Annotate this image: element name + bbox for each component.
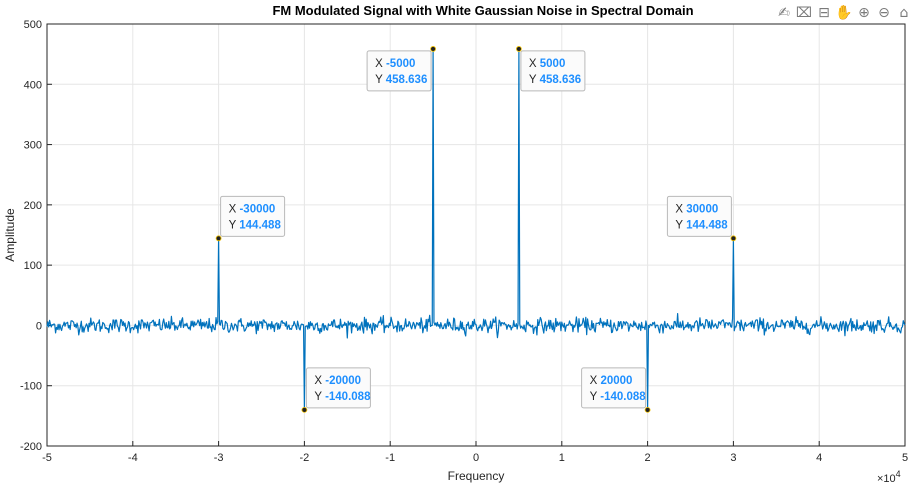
datatip-y-value: 458.636 — [540, 74, 582, 86]
x-exponent-power: 4 — [896, 469, 901, 479]
datatip-y: Y 458.636 — [375, 74, 427, 86]
grid-lines — [46, 23, 906, 447]
pan-hand-icon[interactable]: ✋ — [835, 5, 853, 21]
y-axis-label: Amplitude — [3, 208, 17, 262]
y-tick-label: 200 — [24, 200, 42, 212]
datatip-x-key: X — [590, 375, 601, 387]
x-tick-label: -5 — [42, 452, 52, 464]
datatip-marker — [215, 235, 222, 242]
x-tick-label: 3 — [730, 452, 736, 464]
datatip-x-value: -30000 — [239, 203, 275, 215]
datatip-marker — [644, 406, 651, 413]
datatip-x-key: X — [229, 203, 240, 215]
x-tick-label: -3 — [214, 452, 224, 464]
y-axis-ticks: -200 -100 0 100 200 300 400 500 — [20, 19, 52, 453]
x-tick-label: 1 — [559, 452, 565, 464]
y-tick-label: 300 — [24, 140, 42, 152]
x-tick-label: 4 — [816, 452, 822, 464]
home-icon[interactable]: ⌂ — [899, 5, 909, 21]
y-tick-label: 500 — [24, 19, 42, 31]
x-tick-label: 5 — [902, 452, 908, 464]
y-tick-label: 400 — [24, 79, 42, 91]
signal-line — [46, 48, 906, 411]
datatip-x-value: -5000 — [386, 58, 415, 70]
x-tick-label: -2 — [300, 452, 310, 464]
datatip-y-key: Y — [314, 391, 325, 403]
datatip-y-key: Y — [529, 74, 540, 86]
datatip-box — [305, 367, 371, 409]
datatip-x: X -5000 — [375, 58, 415, 70]
datatip-y-key: Y — [229, 219, 240, 231]
data-cursor-icon[interactable]: ⊟ — [818, 5, 830, 21]
x-axis-ticks: -5 -4 -3 -2 -1 0 1 2 3 4 5 — [42, 441, 908, 464]
x-axis-exponent: ×104 — [877, 469, 901, 485]
x-axis-label: Frequency — [448, 469, 505, 483]
datatip-box — [520, 50, 586, 92]
datatip-marker — [516, 46, 522, 52]
x-tick-label: -1 — [385, 452, 395, 464]
datatip-box — [581, 367, 647, 409]
datatip-y-key: Y — [675, 219, 686, 231]
datatip-x-key: X — [314, 375, 325, 387]
y-tick-label: 100 — [24, 260, 42, 272]
datatip[interactable]: X -30000 Y 144.488 — [215, 195, 286, 242]
datatip-y: Y 144.488 — [675, 219, 728, 231]
brush-icon[interactable]: ⌧ — [795, 5, 813, 21]
zoom-in-icon[interactable]: ⊕ — [858, 5, 870, 21]
datatip-y-key: Y — [590, 391, 601, 403]
datatip-x-key: X — [375, 58, 386, 70]
datatip-y-key: Y — [375, 74, 386, 86]
x-tick-label: 0 — [473, 452, 479, 464]
datatip[interactable]: X 20000 Y -140.088 — [581, 367, 651, 413]
x-tick-label: -4 — [128, 452, 138, 464]
datatip-x: X 30000 — [675, 203, 718, 215]
datatip-x: X -30000 — [229, 203, 276, 215]
zoom-out-icon[interactable]: ⊖ — [878, 5, 890, 21]
datatip-box — [220, 195, 286, 237]
datatip-marker — [730, 235, 737, 242]
datatip-x-value: 20000 — [600, 375, 632, 387]
datatip-x-value: 5000 — [540, 58, 566, 70]
datatip-icon[interactable]: ✍ — [778, 5, 790, 21]
x-tick-label: 2 — [645, 452, 651, 464]
datatip-x-key: X — [529, 58, 540, 70]
datatip-y-value: 144.488 — [239, 219, 281, 231]
axes-toolbar: ✍ ⌧ ⊟ ✋ ⊕ ⊖ ⌂ — [775, 3, 913, 23]
datatip-marker — [301, 406, 308, 413]
datatip-x-value: -20000 — [325, 375, 361, 387]
datatip-y-value: -140.088 — [325, 391, 371, 403]
datatip-x: X -20000 — [314, 375, 361, 387]
x-exponent-base: ×10 — [877, 473, 896, 485]
y-tick-label: 0 — [36, 320, 42, 332]
datatip-y: Y 458.636 — [529, 74, 581, 86]
datatip-box — [666, 195, 732, 237]
y-tick-label: -200 — [20, 441, 42, 453]
datatip-y: Y 144.488 — [229, 219, 282, 231]
datatip-y: Y -140.088 — [314, 391, 371, 403]
datatip-x: X 5000 — [529, 58, 565, 70]
datatip-y-value: 144.488 — [686, 219, 728, 231]
datatip-marker — [430, 46, 437, 52]
datatip-box — [366, 50, 432, 92]
datatip-x-value: 30000 — [686, 203, 718, 215]
datatip-y: Y -140.088 — [590, 391, 647, 403]
datatip-y-value: 458.636 — [386, 74, 428, 86]
y-tick-label: -100 — [20, 381, 42, 393]
datatip-x: X 20000 — [590, 375, 633, 387]
datatip-x-key: X — [675, 203, 686, 215]
datatip-y-value: -140.088 — [600, 391, 646, 403]
chart-title: FM Modulated Signal with White Gaussian … — [272, 3, 693, 18]
